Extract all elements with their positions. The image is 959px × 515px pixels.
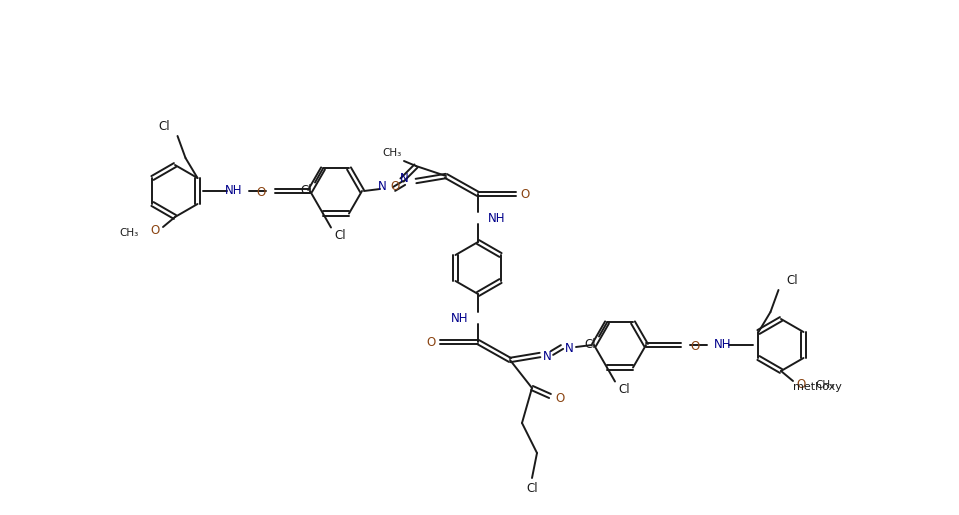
Text: O: O xyxy=(690,339,699,352)
Text: N: N xyxy=(378,180,387,194)
Text: O: O xyxy=(555,391,565,404)
Text: CH₃: CH₃ xyxy=(383,148,402,158)
Text: O: O xyxy=(151,225,159,237)
Text: N: N xyxy=(565,342,573,355)
Text: CH₃: CH₃ xyxy=(815,380,834,390)
Text: N: N xyxy=(400,173,409,185)
Text: Cl: Cl xyxy=(584,338,596,351)
Text: NH: NH xyxy=(714,338,732,352)
Text: O: O xyxy=(427,336,435,350)
Text: NH: NH xyxy=(224,184,242,197)
Text: Cl: Cl xyxy=(786,273,798,286)
Text: Cl: Cl xyxy=(526,482,538,494)
Text: Cl: Cl xyxy=(300,184,312,197)
Text: O: O xyxy=(796,379,806,391)
Text: Cl: Cl xyxy=(334,229,345,242)
Text: Cl: Cl xyxy=(158,119,170,132)
Text: Cl: Cl xyxy=(618,383,630,396)
Text: CH₃: CH₃ xyxy=(120,228,139,238)
Text: NH: NH xyxy=(488,212,505,225)
Text: methoxy: methoxy xyxy=(792,382,841,392)
Text: O: O xyxy=(390,180,400,193)
Text: O: O xyxy=(257,185,266,198)
Text: N: N xyxy=(543,351,551,364)
Text: NH: NH xyxy=(451,312,468,324)
Text: O: O xyxy=(521,188,529,201)
